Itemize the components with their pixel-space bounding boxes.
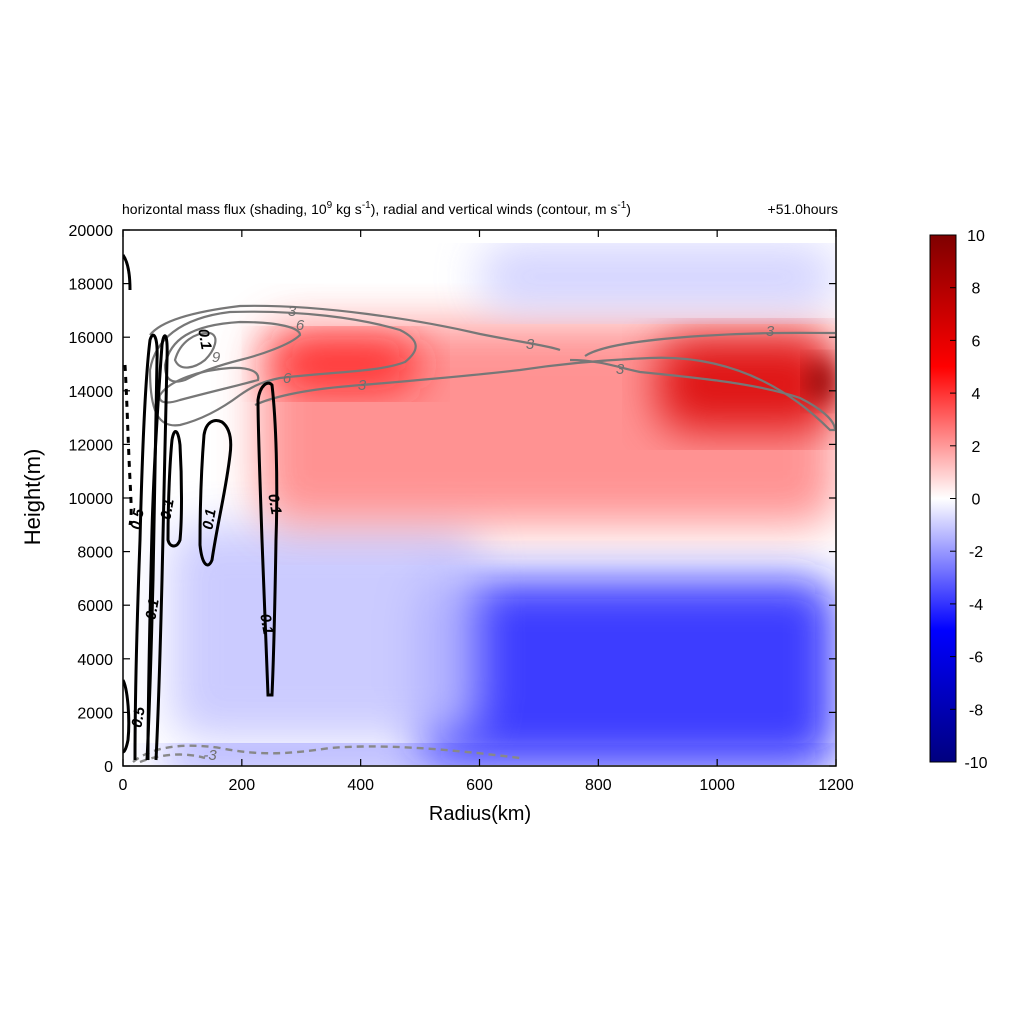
y-tick-label: 20000: [69, 223, 114, 240]
contour-gray-6: [163, 320, 302, 383]
x-axis: 0 200 400 600 800 1000 1200: [119, 230, 854, 794]
colorbar-tick-label: 4: [972, 386, 981, 403]
y-axis-label: Height(m): [20, 449, 45, 546]
svg-text:horizontal mass flux (shading,: horizontal mass flux (shading, 109 kg s-…: [122, 200, 631, 217]
contour-label-black: 0.1: [194, 327, 214, 350]
contour-label-gray: 3: [526, 336, 535, 353]
wind-contours: [123, 254, 835, 764]
colorbar: -10 -8 -6 -4 -2 0 2 4 6 8 10: [929, 228, 988, 772]
contour-gray-3-top: [149, 304, 835, 357]
contour-black-bottom-left: [123, 679, 131, 754]
contour-black-0.1-eyewall: [146, 334, 169, 761]
contour-label-gray: -3: [203, 747, 217, 764]
shading-region-4: [271, 337, 421, 391]
shading-region-6: [806, 358, 835, 405]
chart-time-label: +51.0hours: [768, 201, 838, 217]
y-tick-label: 12000: [69, 437, 114, 454]
contour-gray-neg3: [132, 744, 521, 764]
contour-black-dashed-inner: [123, 364, 133, 526]
x-tick-label: 0: [119, 777, 128, 794]
y-tick-label: 14000: [69, 384, 114, 401]
contour-gray-6-lower: [158, 366, 260, 404]
x-tick-label: 200: [228, 777, 255, 794]
heatmap-shading: [158, 243, 835, 765]
shading-region-1: [170, 524, 480, 740]
contour-black-0.1-cell1: [166, 430, 183, 548]
contour-black-0.1-cell3: [256, 381, 279, 697]
chart-title: horizontal mass flux (shading, 109 kg s-…: [122, 200, 631, 217]
contour-label-black: 0.5: [128, 705, 148, 729]
x-tick-label: 400: [347, 777, 374, 794]
contour-gray-3-upper: [148, 310, 417, 427]
y-tick-label: 16000: [69, 330, 114, 347]
x-axis-label: Radius(km): [429, 803, 531, 825]
y-tick-label: 4000: [77, 652, 113, 669]
colorbar-tick-label: -8: [969, 702, 983, 719]
contour-label-black: 0.1: [142, 597, 162, 620]
colorbar-tick-label: 10: [967, 228, 985, 245]
colorbar-tick-label: -10: [964, 755, 987, 772]
y-tick-label: 6000: [77, 598, 113, 615]
y-tick-label: 18000: [69, 277, 114, 294]
y-tick-label: 10000: [69, 491, 114, 508]
contour-label-gray: 3: [358, 377, 367, 394]
contour-label-black: 0.1: [199, 507, 219, 530]
contour-gray-9: [173, 331, 217, 369]
colorbar-ticks: -10 -8 -6 -4 -2 0 2 4 6 8 10: [950, 228, 988, 772]
contour-label-black: 0.1: [157, 497, 177, 520]
colorbar-tick-label: 2: [972, 439, 981, 456]
y-axis: 0 2000 4000 6000 8000 10000 12000 14000 16000 180…: [69, 223, 836, 776]
contour-label-black: 0.1: [256, 612, 276, 635]
contour-label-gray: 3: [616, 361, 625, 378]
colorbar-tick-label: 0: [972, 492, 981, 509]
contour-label-gray: 9: [212, 349, 221, 366]
y-tick-label: 0: [104, 759, 113, 776]
contour-gray-3-right: [254, 356, 835, 432]
colorbar-tick-label: 6: [972, 333, 981, 350]
contour-label-gray: 3: [288, 303, 297, 320]
x-tick-label: 1200: [818, 777, 854, 794]
x-tick-label: 1000: [699, 777, 735, 794]
contour-label-gray: 3: [766, 323, 775, 340]
contour-label-gray: 6: [283, 370, 292, 387]
colorbar-tick-label: -2: [969, 544, 983, 561]
contour-label-black: 0.1: [264, 492, 284, 515]
contour-black-0.5-eyewall: [133, 333, 159, 761]
contour-black-top-left: [123, 254, 132, 291]
colorbar-tick-label: -4: [969, 597, 983, 614]
contour-label-black: 0.5: [127, 507, 147, 531]
colorbar-tick-label: -6: [969, 650, 983, 667]
shading-region-7: [479, 243, 835, 311]
x-tick-label: 800: [585, 777, 612, 794]
contour-label-gray: 6: [296, 317, 305, 334]
colorbar-tick-label: 8: [972, 281, 981, 298]
x-tick-label: 600: [466, 777, 493, 794]
shading-region-0: [420, 578, 835, 765]
shading-region-2: [158, 747, 835, 765]
contour-black-0.1-cell2: [198, 419, 233, 567]
y-tick-label: 2000: [77, 705, 113, 722]
contour-gray-3-mid: [569, 358, 835, 431]
y-tick-label: 8000: [77, 545, 113, 562]
